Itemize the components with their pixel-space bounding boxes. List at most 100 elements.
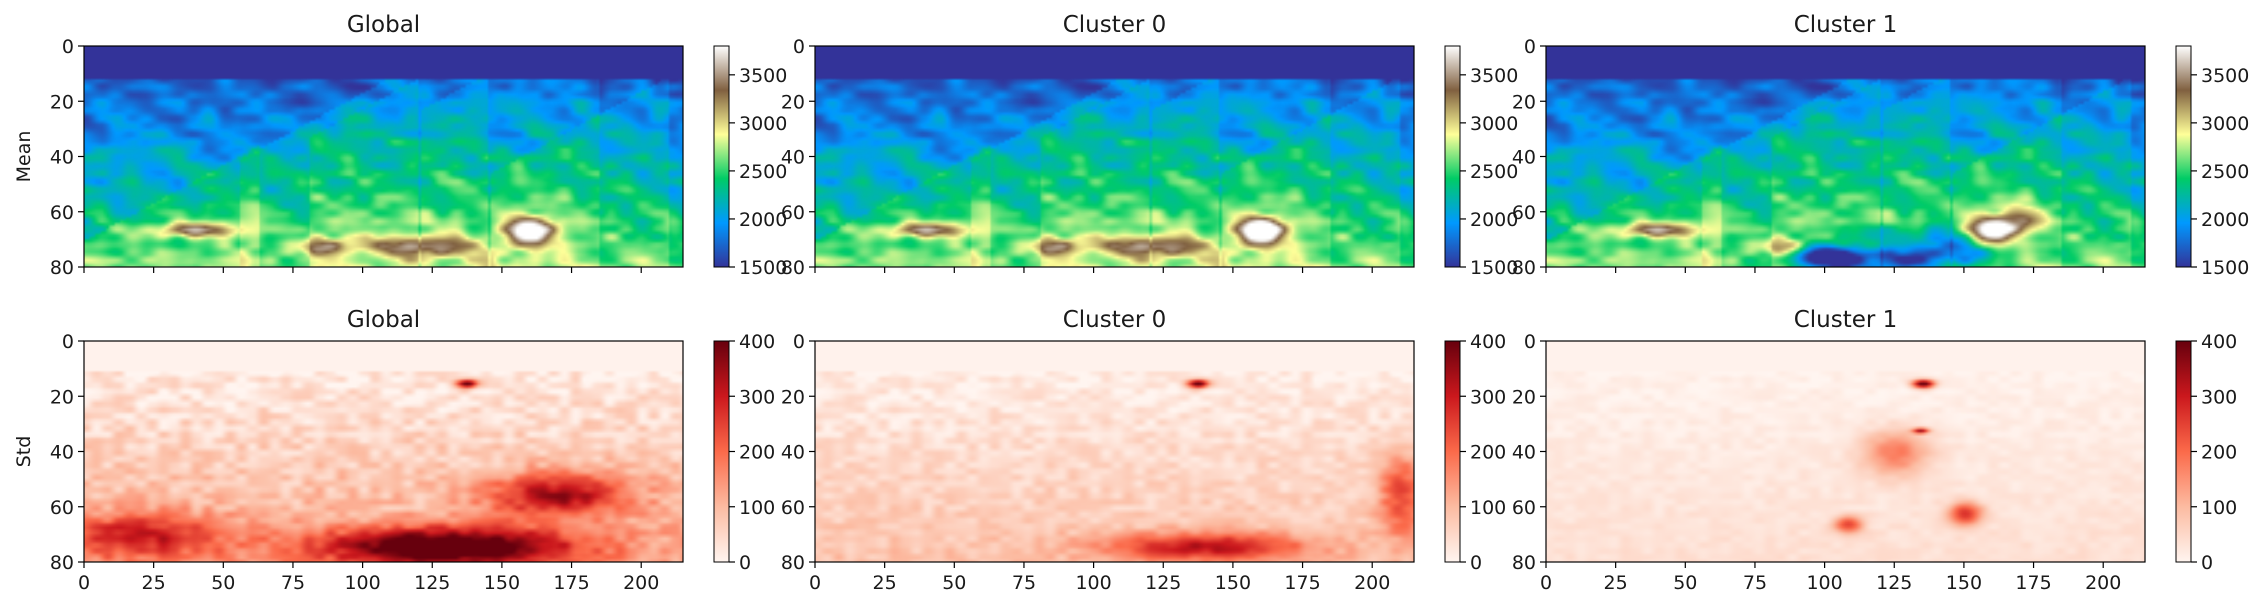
colorbar [713,45,730,268]
y-tick-label: 20 [781,91,805,113]
x-tick-label: 175 [2015,572,2051,594]
x-tick-label: 150 [1946,572,1982,594]
colorbar-tick-label: 400 [739,331,775,353]
heatmap-image [1546,46,2145,267]
colorbar-tick-label: 300 [739,386,775,408]
x-tick-label: 200 [2085,572,2121,594]
x-tick-label: 25 [873,572,897,594]
panel-title: Cluster 1 [1794,12,1898,38]
x-tick-label: 150 [1215,572,1251,594]
y-tick-label: 40 [50,442,74,464]
colorbar-tick-label: 200 [739,442,775,464]
x-tick-label: 50 [1673,572,1697,594]
y-tick-label: 40 [781,147,805,169]
y-tick-label: 60 [50,497,74,519]
x-tick-label: 25 [1604,572,1628,594]
y-tick-label: 20 [50,386,74,408]
colorbar-tick-label: 0 [1470,552,1482,574]
colorbar-tick-label: 1500 [2201,257,2249,279]
colorbar-tick-label: 3500 [1470,65,1518,87]
y-tick-label: 20 [781,386,805,408]
y-tick-label: 20 [50,91,74,113]
x-tick-label: 0 [78,572,90,594]
heatmap-image [815,46,1414,267]
colorbar-tick-label: 2000 [739,209,787,231]
panel-title: Global [347,307,420,333]
x-tick-label: 50 [211,572,235,594]
x-tick-label: 100 [1075,572,1111,594]
y-tick-label: 60 [781,202,805,224]
x-tick-label: 75 [1743,572,1767,594]
x-tick-label: 75 [1012,572,1036,594]
colorbar-tick-label: 2500 [739,161,787,183]
colorbar-tick-label: 200 [1470,442,1506,464]
y-tick-label: 80 [1512,552,1536,574]
x-tick-label: 100 [344,572,380,594]
y-tick-label: 0 [1524,331,1536,353]
x-tick-label: 75 [281,572,305,594]
y-tick-label: 0 [1524,36,1536,58]
y-tick-label: 80 [1512,257,1536,279]
y-tick-label: 0 [62,331,74,353]
panel-title: Cluster 1 [1794,307,1898,333]
colorbar-tick-label: 3000 [2201,113,2249,135]
y-tick-label: 40 [781,442,805,464]
panel-mean-cluster-1: Cluster 1 0 20 40 60 80 1500 2000 2500 3000 3500 [1512,12,2250,279]
y-tick-label: 0 [62,36,74,58]
x-tick-label: 125 [1876,572,1912,594]
colorbar-tick-label: 100 [1470,497,1506,519]
panel-title: Cluster 0 [1063,307,1167,333]
heatmap-image [1546,341,2145,562]
colorbar-tick-label: 1500 [739,257,787,279]
panel-mean-cluster-0: Cluster 0 0 20 40 60 80 1500 2000 2500 3000 3500 [781,12,1519,279]
row-label-mean: Mean [13,131,35,183]
colorbar-tick-label: 100 [739,497,775,519]
heatmap-image [84,46,683,267]
y-tick-label: 80 [50,552,74,574]
x-tick-label: 125 [414,572,450,594]
x-tick-label: 125 [1145,572,1181,594]
colorbar-tick-label: 3500 [739,65,787,87]
colorbar-tick-label: 400 [2201,331,2237,353]
y-tick-label: 60 [1512,202,1536,224]
colorbar-tick-label: 3500 [2201,65,2249,87]
y-tick-label: 60 [50,202,74,224]
x-tick-label: 100 [1806,572,1842,594]
colorbar-tick-label: 1500 [1470,257,1518,279]
y-tick-label: 0 [793,331,805,353]
y-tick-label: 80 [50,257,74,279]
x-tick-label: 0 [809,572,821,594]
panel-title: Global [347,12,420,38]
heatmap-image [84,341,683,562]
x-tick-label: 175 [553,572,589,594]
colorbar [2175,45,2192,268]
colorbar [713,340,730,563]
y-tick-label: 80 [781,257,805,279]
colorbar [1444,45,1461,268]
colorbar-tick-label: 2500 [2201,161,2249,183]
x-tick-label: 0 [1540,572,1552,594]
colorbar-tick-label: 2500 [1470,161,1518,183]
y-tick-label: 40 [50,147,74,169]
y-tick-label: 0 [793,36,805,58]
colorbar-tick-label: 2000 [2201,209,2249,231]
colorbar-tick-label: 0 [2201,552,2213,574]
y-tick-label: 40 [1512,442,1536,464]
x-tick-label: 200 [1354,572,1390,594]
x-tick-label: 175 [1284,572,1320,594]
y-tick-label: 60 [781,497,805,519]
colorbar [2175,340,2192,563]
y-tick-label: 20 [1512,386,1536,408]
colorbar-tick-label: 3000 [739,113,787,135]
colorbar-tick-label: 3000 [1470,113,1518,135]
y-tick-label: 20 [1512,91,1536,113]
x-tick-label: 50 [942,572,966,594]
y-tick-label: 40 [1512,147,1536,169]
colorbar-tick-label: 400 [1470,331,1506,353]
colorbar-tick-label: 100 [2201,497,2237,519]
